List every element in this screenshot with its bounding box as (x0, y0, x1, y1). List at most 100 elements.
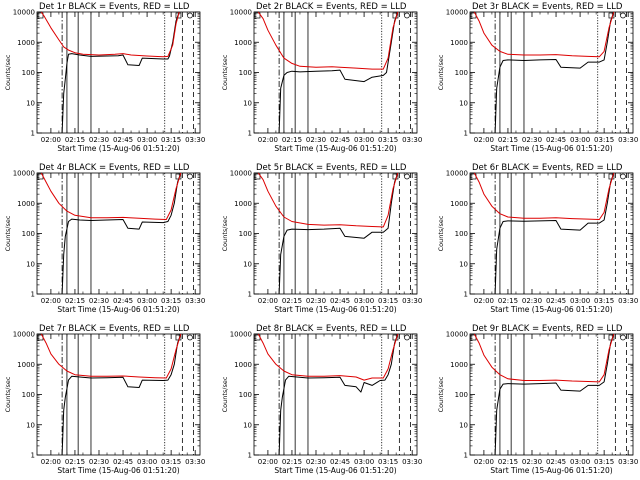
x-tick-label: 02:00 (41, 297, 61, 305)
chart-panel-8: Det 8r BLACK = Events, RED = LLD 1 10 100 10… (221, 324, 422, 475)
x-tick-label: 02:15 (498, 136, 518, 144)
x-tick-label: 03:00 (354, 458, 374, 466)
circle-marker (404, 334, 410, 341)
series-line-lld (473, 333, 615, 383)
x-tick-label: 02:45 (330, 458, 350, 466)
x-tick-label: 03:15 (161, 297, 181, 305)
x-tick-label: 03:00 (570, 458, 590, 466)
x-axis-label: Start Time (15-Aug-06 01:51:20) (490, 144, 612, 153)
x-tick-label: 02:30 (306, 297, 326, 305)
y-tick-label: 10000 (446, 331, 468, 339)
x-axis-label: Start Time (15-Aug-06 01:51:20) (490, 466, 612, 475)
y-tick-label: 1000 (450, 361, 468, 369)
x-tick-label: 02:00 (474, 297, 494, 305)
y-tick-label: 10000 (13, 9, 35, 17)
x-axis-label: Start Time (15-Aug-06 01:51:20) (274, 305, 396, 314)
series-line-events (494, 333, 615, 456)
x-tick-label: 03:30 (618, 458, 638, 466)
chart-panel-3: Det 3r BLACK = Events, RED = LLD 1 10 100 10… (437, 2, 638, 153)
circle-marker (187, 12, 193, 19)
y-tick-label: 10000 (446, 9, 468, 17)
x-tick-label: 03:00 (137, 136, 157, 144)
x-tick-label: 02:45 (546, 297, 566, 305)
y-axis-label: Counts/sec (4, 54, 12, 90)
series-line-events (494, 11, 615, 134)
y-tick-label: 100 (455, 69, 468, 77)
x-tick-label: 02:15 (498, 458, 518, 466)
x-tick-label: 03:30 (402, 297, 422, 305)
chart-panel-6: Det 6r BLACK = Events, RED = LLD 1 10 100 10… (437, 163, 638, 314)
x-tick-label: 02:00 (41, 458, 61, 466)
x-tick-label: 02:00 (41, 136, 61, 144)
x-tick-label: 03:15 (378, 136, 398, 144)
y-tick-label: 10 (243, 260, 252, 268)
series-line-events (61, 333, 182, 456)
series-line-lld (257, 172, 399, 228)
x-tick-label: 02:30 (306, 458, 326, 466)
y-tick-label: 100 (22, 391, 35, 399)
y-axis-label: Counts/sec (437, 54, 445, 90)
circle-marker (404, 12, 410, 19)
chart-panel-2: Det 2r BLACK = Events, RED = LLD 1 10 100 10… (221, 2, 422, 153)
x-tick-label: 02:30 (89, 297, 109, 305)
x-tick-label: 02:30 (306, 136, 326, 144)
x-tick-label: 02:45 (546, 136, 566, 144)
x-tick-label: 02:30 (522, 297, 542, 305)
chart-title: Det 6r BLACK = Events, RED = LLD (472, 163, 623, 173)
x-tick-label: 03:00 (354, 136, 374, 144)
y-tick-label: 10000 (13, 331, 35, 339)
x-tick-label: 02:45 (546, 458, 566, 466)
x-tick-label: 02:30 (89, 136, 109, 144)
y-axis-label: Counts/sec (221, 376, 229, 412)
y-tick-label: 1000 (17, 39, 35, 47)
series-line-events (61, 11, 180, 134)
x-tick-label: 03:00 (137, 297, 157, 305)
x-tick-label: 03:15 (594, 458, 614, 466)
series-line-events (278, 172, 399, 295)
y-tick-label: 1 (31, 130, 35, 138)
square-marker (254, 12, 261, 19)
chart-panel-7: Det 7r BLACK = Events, RED = LLD 1 10 100 10… (4, 324, 205, 475)
y-tick-label: 1 (248, 291, 252, 299)
circle-marker (620, 334, 626, 341)
y-tick-label: 10000 (230, 331, 252, 339)
x-tick-label: 02:45 (113, 297, 133, 305)
plot-frame (36, 11, 201, 134)
chart-title: Det 4r BLACK = Events, RED = LLD (39, 163, 190, 173)
x-tick-label: 03:30 (618, 136, 638, 144)
series-line-lld (257, 333, 399, 381)
circle-marker (187, 173, 193, 180)
x-tick-label: 02:30 (522, 136, 542, 144)
chart-title: Det 2r BLACK = Events, RED = LLD (256, 2, 407, 12)
y-tick-label: 100 (455, 391, 468, 399)
x-tick-label: 02:15 (65, 297, 85, 305)
chart-title: Det 7r BLACK = Events, RED = LLD (39, 324, 190, 334)
y-tick-label: 1000 (17, 361, 35, 369)
x-tick-label: 03:00 (354, 297, 374, 305)
y-tick-label: 1 (31, 291, 35, 299)
series-line-events (278, 333, 399, 456)
series-line-lld (473, 11, 615, 58)
y-tick-label: 1 (248, 130, 252, 138)
y-tick-label: 1000 (234, 361, 252, 369)
y-tick-label: 10 (243, 421, 252, 429)
y-tick-label: 10 (26, 99, 35, 107)
y-tick-label: 1 (31, 452, 35, 460)
series-line-events (278, 11, 399, 134)
chart-title: Det 3r BLACK = Events, RED = LLD (472, 2, 623, 12)
x-tick-label: 03:30 (185, 297, 205, 305)
x-tick-label: 02:15 (282, 136, 302, 144)
chart-title: Det 8r BLACK = Events, RED = LLD (256, 324, 407, 334)
x-tick-label: 03:00 (137, 458, 157, 466)
x-tick-label: 03:30 (402, 136, 422, 144)
chart-panel-9: Det 9r BLACK = Events, RED = LLD 1 10 100 10… (437, 324, 638, 475)
x-tick-label: 03:15 (161, 136, 181, 144)
y-tick-label: 10 (459, 99, 468, 107)
y-tick-label: 10 (459, 260, 468, 268)
square-marker (254, 173, 261, 180)
square-marker (37, 12, 44, 19)
circle-marker (404, 173, 410, 180)
x-axis-label: Start Time (15-Aug-06 01:51:20) (57, 466, 179, 475)
x-tick-label: 02:45 (330, 297, 350, 305)
x-tick-label: 02:00 (474, 136, 494, 144)
